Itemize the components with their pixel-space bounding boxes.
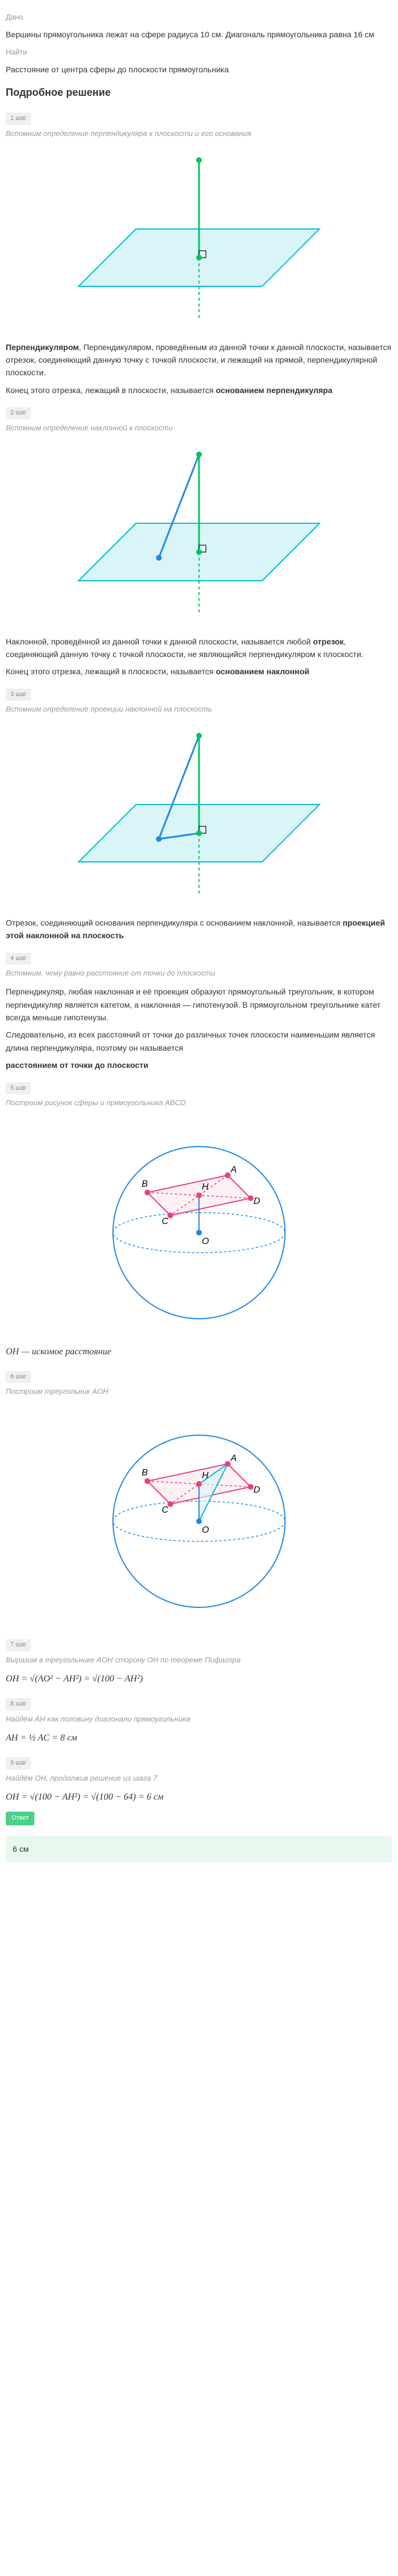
step-desc: Вспомним определение наклонной к плоскос… <box>6 422 392 434</box>
svg-text:C: C <box>162 1505 169 1515</box>
step-desc: Построим треугольник AOH <box>6 1386 392 1398</box>
svg-text:A: A <box>230 1454 237 1463</box>
answer-value: 6 см <box>13 1844 29 1854</box>
given-text: Вершины прямоугольника лежат на сфере ра… <box>6 28 392 41</box>
step-badge: 9 шаг <box>6 1757 31 1770</box>
step-badge: 2 шаг <box>6 407 31 419</box>
find-text: Расстояние от центра сферы до плоскости … <box>6 63 392 76</box>
step-desc: Построим рисунок сферы и прямоугольника … <box>6 1097 392 1109</box>
oh-note: OH — искомое расстояние <box>6 1345 392 1359</box>
def-projection: Отрезок, соединяющий основания перпендик… <box>6 916 392 942</box>
step-desc: Вспомним определение перпендикуляра к пл… <box>6 128 392 140</box>
svg-text:H: H <box>202 1182 209 1192</box>
def-oblique-base: Конец этого отрезка, лежащий в плоскости… <box>6 665 392 678</box>
figure-oblique <box>6 443 392 627</box>
step-desc: Вспомним определение проекции наклонной … <box>6 704 392 716</box>
formula-7: OH = √(AO² − AH²) = √(100 − AH²) <box>6 1672 392 1687</box>
step-badge: 1 шаг <box>6 112 31 125</box>
solution-heading: Подробное решение <box>6 84 392 101</box>
distance-text-2: Следовательно, из всех расстояний от точ… <box>6 1028 392 1054</box>
svg-text:H: H <box>202 1471 209 1481</box>
distance-bold: расстоянием от точки до плоскости <box>6 1059 392 1071</box>
step-desc: Найдём AH как половину диагонали прямоуг… <box>6 1714 392 1726</box>
def-perp: Перпендикуляром, Перпендикуляром, провед… <box>6 341 392 379</box>
step-badge: 4 шаг <box>6 953 31 965</box>
svg-text:O: O <box>202 1237 209 1246</box>
step-badge: 8 шаг <box>6 1698 31 1711</box>
figure-projection <box>6 724 392 908</box>
step-desc: Выразим в треугольнике AOH сторону OH по… <box>6 1654 392 1666</box>
step-desc: Найдём OH, продолжив решение из шага 7 <box>6 1773 392 1785</box>
figure-perpendicular <box>6 149 392 332</box>
svg-text:A: A <box>230 1165 237 1175</box>
step-badge: 3 шаг <box>6 689 31 701</box>
svg-text:O: O <box>202 1525 209 1535</box>
svg-text:C: C <box>162 1217 169 1226</box>
svg-text:D: D <box>253 1485 260 1495</box>
answer-label: Ответ <box>6 1812 34 1825</box>
step-desc: Вспомним, чему равно расстояние от точки… <box>6 968 392 980</box>
step-badge: 5 шаг <box>6 1082 31 1095</box>
answer-box: 6 см <box>6 1836 392 1862</box>
formula-9: OH = √(100 − AH²) = √(100 − 64) = 6 см <box>6 1790 392 1805</box>
step-badge: 7 шаг <box>6 1639 31 1652</box>
def-oblique: Наклонной, проведённой из данной точки к… <box>6 635 392 661</box>
svg-text:B: B <box>142 1468 148 1478</box>
figure-sphere-rect: B A D C H O <box>6 1118 392 1336</box>
find-label: Найти <box>6 46 392 59</box>
step-badge: 6 шаг <box>6 1371 31 1384</box>
def-perp-base: Конец этого отрезка, лежащий в плоскости… <box>6 384 392 397</box>
formula-8: AH = ½ AC = 8 см <box>6 1731 392 1746</box>
given-label: Дано <box>6 11 392 24</box>
figure-sphere-triangle: B A D C H O <box>6 1406 392 1625</box>
distance-text-1: Перпендикуляр, любая наклонная и её прое… <box>6 985 392 1024</box>
svg-text:B: B <box>142 1179 148 1189</box>
svg-text:D: D <box>253 1196 260 1206</box>
